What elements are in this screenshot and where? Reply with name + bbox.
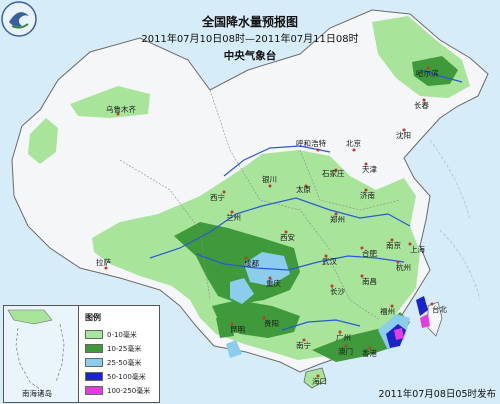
city-label: 贵阳 — [264, 319, 279, 328]
forecast-period: 2011年07月10日08时—2011年07月11日08时 — [141, 34, 359, 45]
city-label: 重庆 — [266, 279, 281, 288]
city-label: 香港 — [362, 349, 377, 358]
city-label: 拉萨 — [96, 258, 111, 267]
legend-swatch — [85, 330, 103, 339]
legend-title: 图例 — [85, 313, 101, 322]
city-label: 济南 — [360, 191, 375, 200]
city-label: 福州 — [380, 307, 395, 316]
city-label: 乌鲁木齐 — [106, 105, 136, 114]
legend-label: 0-10毫米 — [107, 330, 137, 339]
city-label: 长沙 — [330, 287, 345, 296]
city-label: 哈尔滨 — [416, 69, 439, 78]
city-label: 成都 — [244, 259, 259, 268]
legend-swatch — [85, 372, 103, 381]
legend-swatch — [85, 358, 103, 367]
sea-lines — [429, 139, 481, 301]
city-label: 南昌 — [362, 277, 377, 286]
city-label: 上海 — [410, 245, 425, 254]
city-label: 台北 — [432, 305, 447, 314]
city-label: 沈阳 — [396, 131, 411, 140]
city-label: 兰州 — [226, 213, 241, 222]
issuing-agency: 中央气象台 — [223, 50, 277, 62]
city-label: 银川 — [262, 175, 277, 184]
legend: 图例 0-10毫米 10-25毫米 25-50毫米 50-100毫米 100-250毫米 — [78, 305, 160, 403]
province-borders — [119, 89, 401, 321]
city-label: 昆明 — [230, 325, 245, 334]
inset-map — [7, 309, 65, 393]
city-label: 南京 — [386, 241, 401, 250]
city-label: 武汉 — [322, 257, 337, 266]
city-label: 天津 — [362, 165, 377, 174]
legend-label: 25-50毫米 — [107, 358, 142, 367]
legend-item: 50-100毫米 — [85, 372, 146, 381]
hainan-island — [303, 367, 327, 389]
legend-item: 100-250毫米 — [85, 386, 150, 395]
legend-swatch — [85, 344, 103, 353]
city-label: 杭州 — [396, 263, 411, 272]
inset-label: 南海诸岛 — [22, 389, 52, 398]
city-label: 西安 — [280, 233, 295, 242]
city-label: 石家庄 — [322, 169, 345, 178]
rivers — [149, 69, 463, 331]
cma-logo-icon — [1, 1, 37, 37]
legend-item: 25-50毫米 — [85, 358, 141, 367]
legend-item: 0-10毫米 — [85, 330, 137, 339]
rain-100-250mm — [394, 314, 430, 340]
legend-label: 10-25毫米 — [107, 344, 142, 353]
city-label: 北京 — [346, 139, 361, 148]
city-label: 太原 — [296, 185, 311, 194]
city-label: 南宁 — [296, 341, 311, 350]
city-label: 澳门 — [338, 347, 353, 356]
legend-label: 100-250毫米 — [107, 386, 151, 395]
south-china-sea-inset: 南海诸岛 — [3, 305, 80, 403]
legend-label: 50-100毫米 — [107, 372, 146, 381]
issued-time: 2011年07月08日05时发布 — [378, 389, 496, 400]
city-label: 广州 — [336, 333, 351, 342]
city-label: 合肥 — [362, 249, 377, 258]
city-dots — [104, 66, 434, 378]
legend-item: 10-25毫米 — [85, 344, 141, 353]
rain-25-50mm — [226, 252, 410, 358]
city-label: 海口 — [312, 377, 327, 386]
legend-swatch — [85, 386, 103, 395]
city-label: 长春 — [414, 101, 429, 110]
map-title: 全国降水量预报图 — [201, 15, 298, 29]
city-label: 呼和浩特 — [296, 139, 326, 148]
city-label: 西宁 — [210, 193, 225, 202]
city-label: 郑州 — [330, 215, 345, 224]
